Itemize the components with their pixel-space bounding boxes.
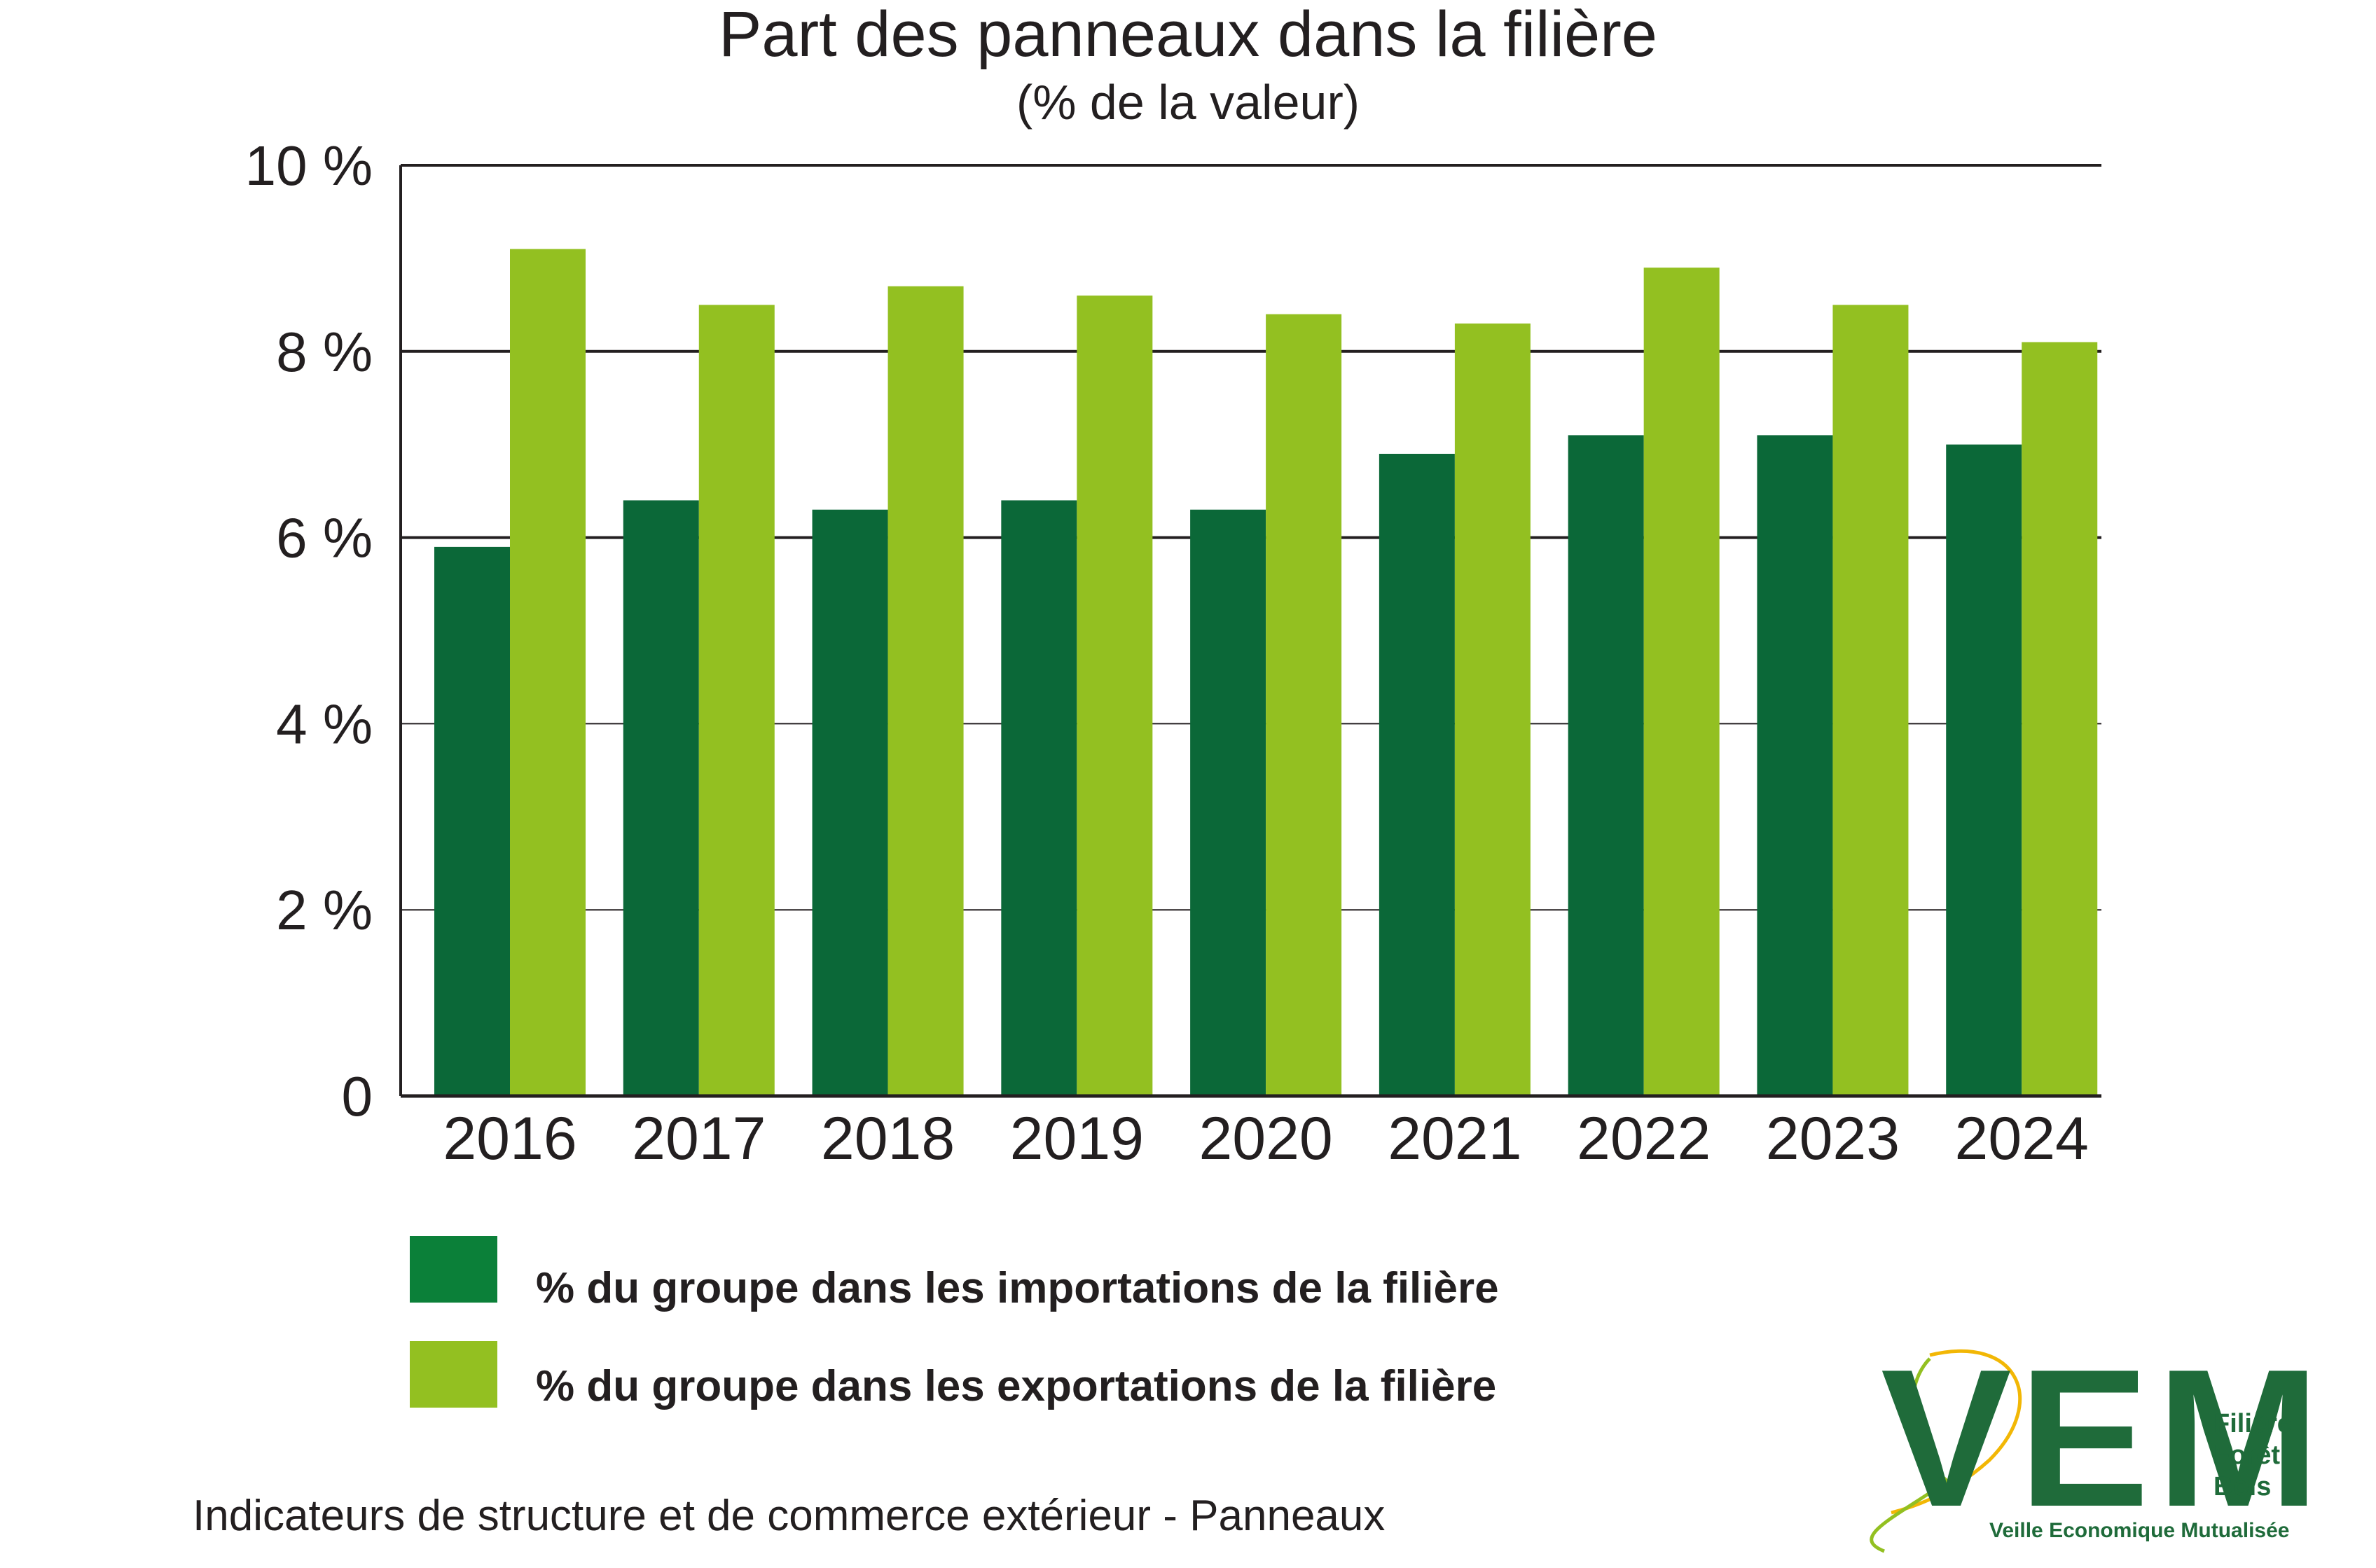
x-tick-label: 2021 (1388, 1105, 1521, 1172)
bars (434, 249, 2098, 1097)
bar-imports-2021 (1379, 453, 1455, 1096)
chart-title: Part des panneaux dans la filière (719, 0, 1657, 70)
bar-imports-2018 (812, 509, 888, 1096)
logo-line3: Bois (2213, 1472, 2271, 1501)
bar-exports-2022 (1643, 268, 1720, 1097)
bar-exports-2019 (1077, 296, 1153, 1096)
y-tick-label: 4 % (276, 693, 373, 755)
bar-imports-2017 (623, 500, 699, 1096)
logo-arc-green (1870, 1357, 1951, 1553)
bar-exports-2024 (2022, 342, 2098, 1096)
legend-label-exports: % du groupe dans les exportations de la … (536, 1362, 1496, 1410)
x-tick-label: 2019 (1010, 1105, 1144, 1172)
bar-imports-2020 (1190, 509, 1266, 1096)
bar-exports-2017 (698, 305, 775, 1097)
x-tick-label: 2023 (1766, 1105, 1900, 1172)
bar-exports-2016 (510, 249, 586, 1096)
legend: % du groupe dans les importations de la … (410, 1236, 1499, 1410)
legend-label-imports: % du groupe dans les importations de la … (536, 1264, 1499, 1312)
logo-line2: Forêt (2213, 1441, 2280, 1470)
x-tick-label: 2020 (1199, 1105, 1332, 1172)
bar-imports-2019 (1001, 500, 1077, 1096)
x-tick-label: 2017 (632, 1105, 766, 1172)
bar-exports-2023 (1832, 305, 1909, 1097)
x-tick-label: 2022 (1577, 1105, 1711, 1172)
logo-tagline: Veille Economique Mutualisée (1989, 1519, 2289, 1542)
chart-subtitle: (% de la valeur) (1016, 75, 1360, 130)
legend-swatch-exports (410, 1341, 497, 1408)
bar-exports-2020 (1266, 314, 1342, 1096)
y-tick-label: 6 % (276, 507, 373, 569)
y-tick-label: 2 % (276, 879, 373, 941)
bar-exports-2021 (1454, 323, 1531, 1097)
logo-arc-yellow (1891, 1350, 2022, 1515)
bar-imports-2022 (1568, 435, 1644, 1096)
logo-line1: Filière (2213, 1409, 2292, 1438)
y-tick-label: 8 % (276, 321, 373, 383)
x-tick-label: 2016 (443, 1105, 576, 1172)
y-tick-label: 10 % (245, 134, 373, 197)
bar-imports-2016 (434, 546, 510, 1096)
x-tick-labels: 2016 2017 2018 2019 2020 2021 2022 2023 2024 (443, 1105, 2089, 1172)
x-tick-label: 2018 (821, 1105, 955, 1172)
vem-logo: VEM Filière Forêt Bois Veille Economique… (1870, 1329, 2327, 1553)
y-tick-labels: 0 2 % 4 % 6 % 8 % 10 % (245, 134, 373, 1128)
legend-swatch-imports (410, 1236, 497, 1303)
y-tick-label: 0 (342, 1065, 373, 1128)
x-tick-label: 2024 (1955, 1105, 2089, 1172)
bar-imports-2023 (1757, 435, 1833, 1096)
axes (399, 165, 2101, 1098)
bar-exports-2018 (887, 286, 964, 1096)
bar-imports-2024 (1946, 444, 2022, 1096)
logo-letters: VEM (1881, 1329, 2327, 1548)
footer-caption: Indicateurs de structure et de commerce … (193, 1492, 1385, 1540)
